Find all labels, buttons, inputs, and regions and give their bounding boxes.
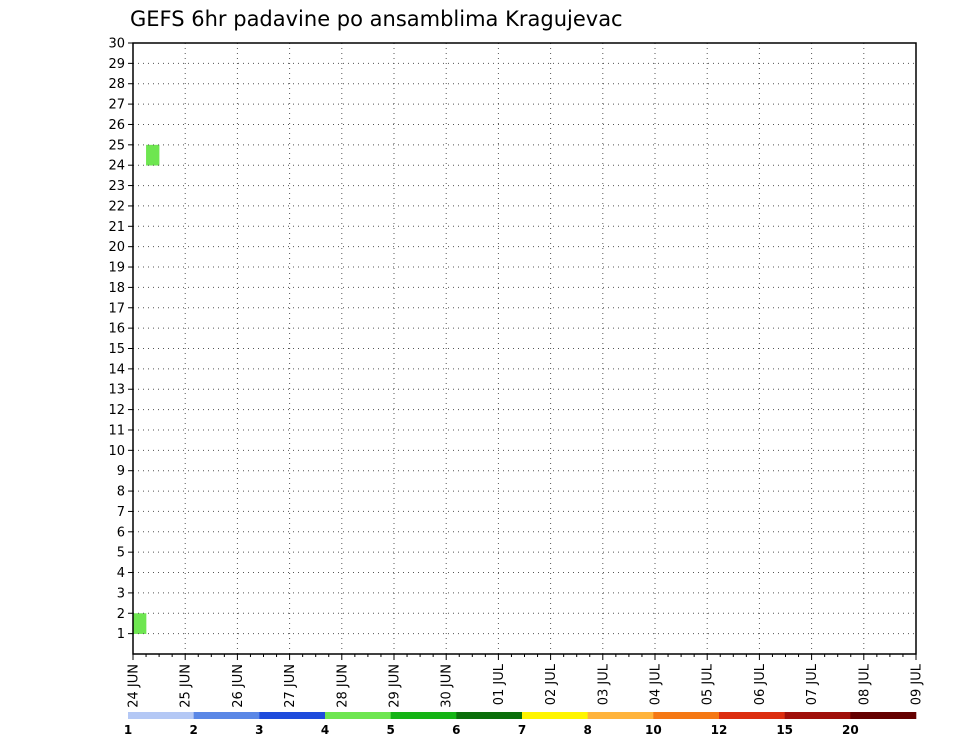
y-tick-label: 2: [117, 607, 125, 622]
legend-swatch: [522, 712, 588, 719]
cells-layer: [133, 144, 160, 634]
y-tick-label: 7: [117, 505, 125, 520]
x-tick-label: 05 JUL: [701, 663, 716, 705]
legend-swatch: [653, 712, 720, 719]
legend-swatch: [784, 712, 851, 719]
x-axis: 24 JUN 25 JUN 26 JUN 27 JUN 28 JUN 29 JUN 30 J…: [127, 654, 925, 708]
y-tick-label: 6: [117, 525, 125, 540]
y-tick-label: 24: [108, 159, 125, 174]
y-tick-label: 20: [108, 240, 125, 255]
chart-title: GEFS 6hr padavine po ansamblima Kragujev…: [130, 7, 623, 31]
y-tick-label: 1: [117, 627, 125, 642]
legend-label: 6: [452, 723, 460, 737]
y-tick-label: 16: [108, 322, 125, 337]
y-tick-label: 3: [117, 586, 125, 601]
x-tick-label: 25 JUN: [179, 664, 194, 708]
legend-label: 7: [518, 723, 526, 737]
y-tick-label: 8: [117, 485, 125, 500]
legend-label: 4: [321, 723, 329, 737]
legend-swatch: [390, 712, 457, 719]
legend-label: 3: [255, 723, 263, 737]
x-tick-label: 24 JUN: [127, 664, 142, 708]
legend-swatch: [193, 712, 260, 719]
grid-layer: [133, 43, 916, 654]
y-tick-label: 12: [108, 403, 125, 418]
legend-swatch: [850, 712, 917, 719]
legend-swatch: [325, 712, 391, 719]
y-tick-label: 15: [108, 342, 125, 357]
y-tick-label: 30: [108, 37, 125, 52]
y-tick-label: 19: [108, 261, 125, 276]
y-tick-label: 26: [108, 118, 125, 133]
y-tick-label: 29: [108, 57, 125, 72]
legend-label: 5: [386, 723, 394, 737]
precip-cell: [146, 144, 160, 166]
y-tick-label: 17: [108, 301, 125, 316]
x-tick-label: 04 JUL: [649, 663, 664, 705]
x-tick-label: 01 JUL: [492, 663, 507, 705]
x-tick-label: 06 JUL: [753, 663, 768, 705]
legend-label: 2: [189, 723, 197, 737]
legend-label: 15: [776, 723, 793, 737]
y-tick-label: 11: [108, 423, 125, 438]
legend-swatch: [719, 712, 785, 719]
y-axis: 1234567891011121314151617181920212223242…: [108, 37, 133, 642]
y-tick-label: 23: [108, 179, 125, 194]
y-tick-label: 9: [117, 464, 125, 479]
legend-label: 20: [842, 723, 859, 737]
color-legend: 1 2 3 4 5 6 7 8 10 12 15 20: [124, 712, 917, 737]
x-tick-label: 27 JUN: [283, 664, 298, 708]
x-tick-label: 08 JUL: [857, 663, 872, 705]
y-tick-label: 28: [108, 77, 125, 92]
x-tick-label: 07 JUL: [805, 663, 820, 705]
y-tick-label: 14: [108, 362, 125, 377]
y-tick-label: 25: [108, 138, 125, 153]
x-tick-label: 09 JUL: [910, 663, 925, 705]
y-tick-label: 5: [117, 546, 125, 561]
y-tick-label: 4: [117, 566, 125, 581]
x-tick-label: 26 JUN: [231, 664, 246, 708]
legend-swatch: [128, 712, 194, 719]
y-tick-label: 27: [108, 98, 125, 113]
y-tick-label: 18: [108, 281, 125, 296]
x-tick-label: 02 JUL: [544, 663, 559, 705]
legend-label: 12: [711, 723, 728, 737]
x-tick-label: 29 JUN: [388, 664, 403, 708]
legend-swatch: [587, 712, 654, 719]
y-tick-label: 13: [108, 383, 125, 398]
precip-cell: [133, 613, 147, 634]
y-tick-label: 22: [108, 199, 125, 214]
x-tick-label: 28 JUN: [335, 664, 350, 708]
x-tick-label: 30 JUN: [440, 664, 455, 708]
legend-swatch: [259, 712, 326, 719]
legend-label: 1: [124, 723, 132, 737]
y-tick-label: 10: [108, 444, 125, 459]
legend-label: 10: [645, 723, 662, 737]
legend-label: 8: [583, 723, 591, 737]
legend-swatch: [456, 712, 523, 719]
x-tick-label: 03 JUL: [596, 663, 611, 705]
y-tick-label: 21: [108, 220, 125, 235]
